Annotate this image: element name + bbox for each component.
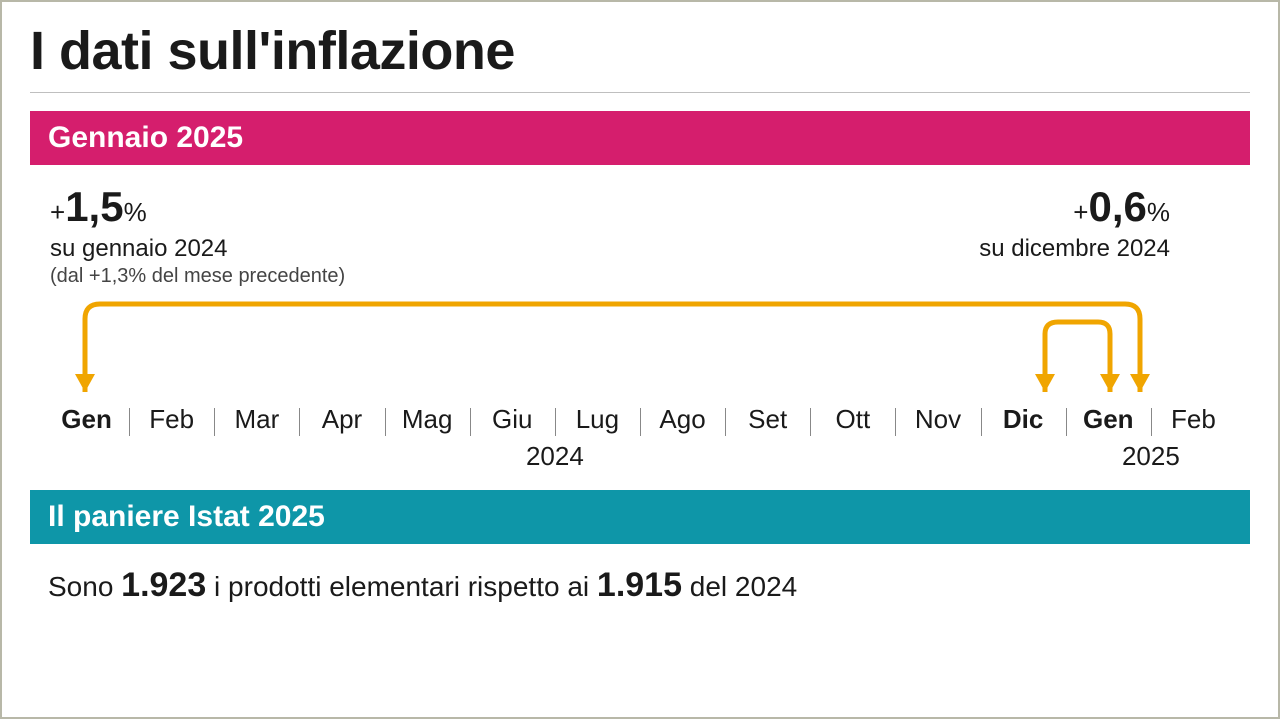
text-pre: Sono bbox=[48, 571, 121, 602]
month-gen-0: Gen bbox=[44, 404, 129, 435]
stat-yearly: +1,5% su gennaio 2024 (dal +1,3% del mes… bbox=[50, 183, 345, 288]
arrowhead-gen2025-inner bbox=[1100, 374, 1120, 392]
arrowhead-gen2024 bbox=[75, 374, 95, 392]
month-set-8: Set bbox=[725, 404, 810, 435]
month-label: Ott bbox=[836, 404, 871, 435]
month-separator bbox=[299, 408, 300, 436]
month-giu-5: Giu bbox=[470, 404, 555, 435]
month-label: Gen bbox=[1083, 404, 1134, 435]
month-apr-3: Apr bbox=[299, 404, 384, 435]
paniere-text: Sono 1.923 i prodotti elementari rispett… bbox=[30, 544, 1250, 605]
month-separator bbox=[725, 408, 726, 436]
month-separator bbox=[214, 408, 215, 436]
month-lug-6: Lug bbox=[555, 404, 640, 435]
percent-sign: % bbox=[1147, 197, 1170, 227]
month-separator bbox=[981, 408, 982, 436]
sign: + bbox=[1073, 197, 1088, 227]
num-products-2025: 1.923 bbox=[121, 566, 206, 604]
timeline-months: Gen Feb Mar Apr Mag Giu Lug Ago Set Ott Nov Dic Gen F… bbox=[30, 404, 1250, 435]
month-separator bbox=[129, 408, 130, 436]
month-label: Feb bbox=[149, 404, 194, 435]
month-ago-7: Ago bbox=[640, 404, 725, 435]
timeline-years: 2024 2025 bbox=[30, 441, 1250, 472]
title-rule bbox=[30, 92, 1250, 93]
arrowhead-dic2024 bbox=[1035, 374, 1055, 392]
month-separator bbox=[470, 408, 471, 436]
month-label: Ago bbox=[659, 404, 705, 435]
month-label: Apr bbox=[322, 404, 362, 435]
month-separator bbox=[1066, 408, 1067, 436]
month-label: Lug bbox=[576, 404, 619, 435]
arrow-monthly-bracket bbox=[1045, 322, 1110, 392]
month-label: Mag bbox=[402, 404, 453, 435]
value-number: 0,6 bbox=[1088, 183, 1146, 230]
month-label: Giu bbox=[492, 404, 532, 435]
text-post: del 2024 bbox=[682, 571, 797, 602]
month-nov-10: Nov bbox=[895, 404, 980, 435]
month-label: Dic bbox=[1003, 404, 1043, 435]
arrowhead-gen2025-outer bbox=[1130, 374, 1150, 392]
month-label: Mar bbox=[234, 404, 279, 435]
month-separator bbox=[895, 408, 896, 436]
stat-yearly-sub2: (dal +1,3% del mese precedente) bbox=[50, 265, 345, 288]
value-number: 1,5 bbox=[65, 183, 123, 230]
percent-sign: % bbox=[124, 197, 147, 227]
arrow-diagram bbox=[30, 294, 1250, 404]
year-2025: 2025 bbox=[1066, 441, 1236, 472]
month-feb-13: Feb bbox=[1151, 404, 1236, 435]
sign: + bbox=[50, 197, 65, 227]
page-title: I dati sull'inflazione bbox=[30, 20, 1250, 82]
stat-monthly: +0,6% su dicembre 2024 bbox=[979, 183, 1230, 288]
stat-yearly-value: +1,5% bbox=[50, 183, 345, 231]
arrow-yearly-bracket bbox=[85, 304, 1140, 392]
section1-banner: Gennaio 2025 bbox=[30, 111, 1250, 165]
year-2024: 2024 bbox=[44, 441, 1066, 472]
month-separator bbox=[810, 408, 811, 436]
month-separator bbox=[640, 408, 641, 436]
month-label: Set bbox=[748, 404, 787, 435]
text-mid: i prodotti elementari rispetto ai bbox=[206, 571, 597, 602]
month-mar-2: Mar bbox=[214, 404, 299, 435]
month-separator bbox=[555, 408, 556, 436]
stat-monthly-sub: su dicembre 2024 bbox=[979, 235, 1170, 263]
stats-row: +1,5% su gennaio 2024 (dal +1,3% del mes… bbox=[30, 165, 1250, 288]
num-products-2024: 1.915 bbox=[597, 566, 682, 604]
month-separator bbox=[1151, 408, 1152, 436]
month-separator bbox=[385, 408, 386, 436]
month-ott-9: Ott bbox=[810, 404, 895, 435]
month-gen-12: Gen bbox=[1066, 404, 1151, 435]
arrows-svg bbox=[30, 294, 1250, 404]
month-label: Gen bbox=[61, 404, 112, 435]
month-label: Feb bbox=[1171, 404, 1216, 435]
stat-yearly-sub: su gennaio 2024 bbox=[50, 235, 345, 263]
month-dic-11: Dic bbox=[981, 404, 1066, 435]
month-label: Nov bbox=[915, 404, 961, 435]
month-feb-1: Feb bbox=[129, 404, 214, 435]
stat-monthly-value: +0,6% bbox=[979, 183, 1170, 231]
month-mag-4: Mag bbox=[385, 404, 470, 435]
section2-banner: Il paniere Istat 2025 bbox=[30, 490, 1250, 544]
